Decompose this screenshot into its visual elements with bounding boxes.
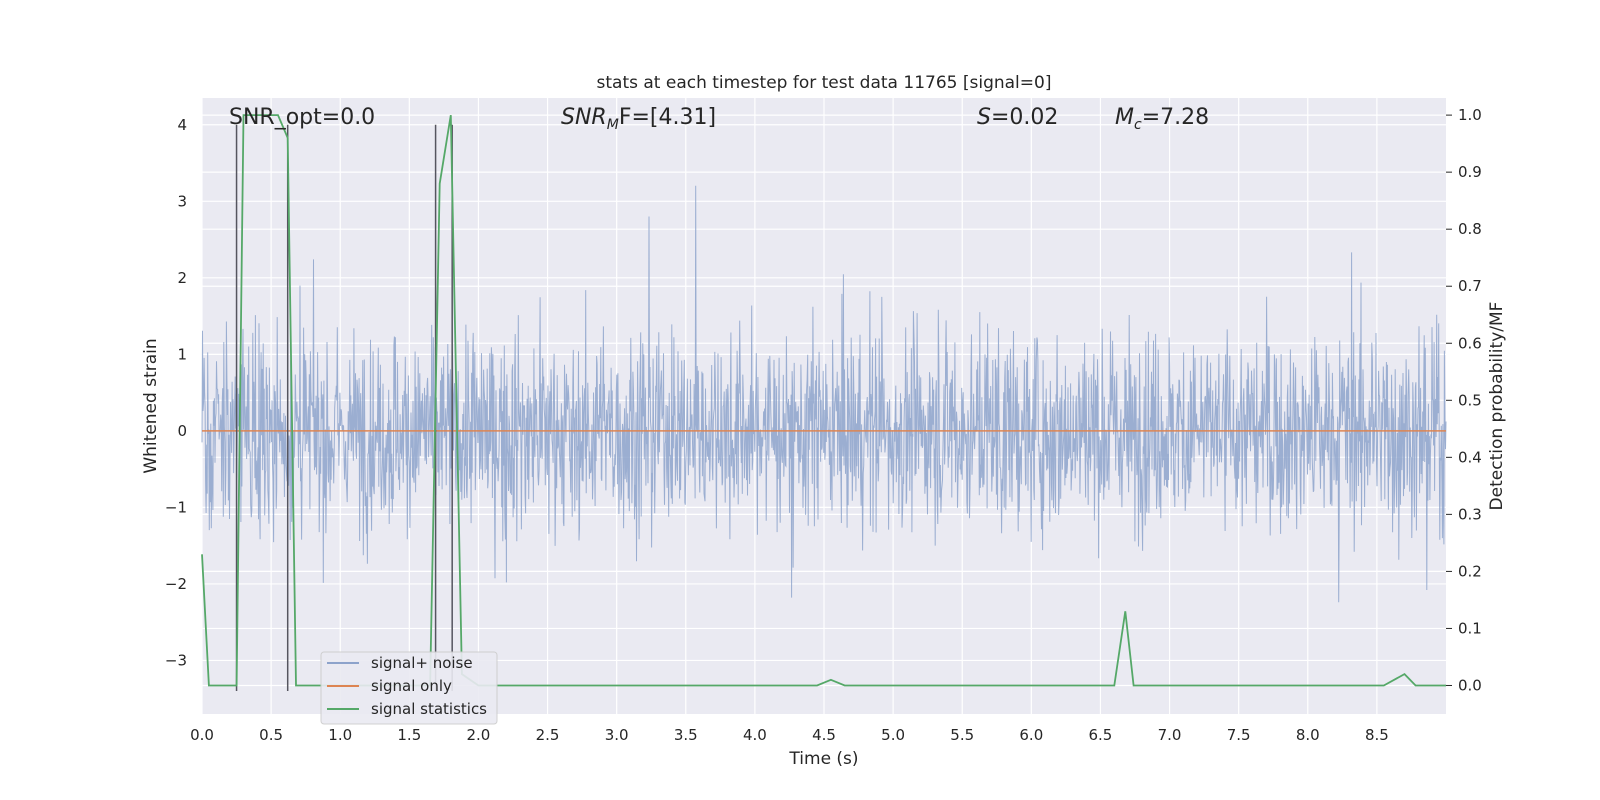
legend-label-signal-statistics: signal statistics <box>371 700 487 718</box>
annotation-s: S=0.02 <box>977 105 1058 130</box>
y-right-tick-label: 0.0 <box>1458 676 1482 694</box>
y-tick-label: −2 <box>165 575 187 593</box>
legend: signal+ noise signal only signal statist… <box>320 651 498 725</box>
y-right-tick-label: 1.0 <box>1458 106 1482 124</box>
x-tick-label: 5.0 <box>881 726 905 744</box>
x-tick-label: 8.5 <box>1365 726 1389 744</box>
x-tick-label: 6.0 <box>1019 726 1043 744</box>
y-right-tick-label: 0.6 <box>1458 334 1482 352</box>
x-tick-label: 6.5 <box>1089 726 1113 744</box>
mc-sub: c <box>1134 117 1142 133</box>
x-tick-label: 1.0 <box>328 726 352 744</box>
y-right-tick-label: 0.5 <box>1458 391 1482 409</box>
y-tick-label: 0 <box>177 422 187 440</box>
y-right-tick-label: 0.8 <box>1458 220 1482 238</box>
snr-mf-base: SNR <box>561 105 607 130</box>
x-tick-label: 7.0 <box>1158 726 1182 744</box>
y-tick-label: 2 <box>177 269 187 287</box>
legend-label-signal-noise: signal+ noise <box>371 654 473 672</box>
y-right-tick-label: 0.2 <box>1458 562 1482 580</box>
y-tick-label: 1 <box>177 345 187 363</box>
annotation-mc: Mc=7.28 <box>1115 105 1209 133</box>
y-right-axis-label: Detection probability/MF <box>1487 302 1507 511</box>
y-axis-label: Whitened strain <box>141 338 161 473</box>
y-tick-label: 3 <box>177 192 187 210</box>
x-tick-label: 1.5 <box>397 726 421 744</box>
x-tick-label: 0.0 <box>190 726 214 744</box>
y-right-tick-label: 0.3 <box>1458 505 1482 523</box>
x-tick-label: 2.0 <box>467 726 491 744</box>
snr-mf-rest: F=[4.31] <box>619 105 716 130</box>
y-right-tick-label: 0.1 <box>1458 619 1482 637</box>
x-tick-labels: 0.0 0.5 1.0 1.5 2.0 2.5 3.0 3.5 4.0 4.5 5.0 5.5 6.0 6… <box>190 726 1389 744</box>
chart-title: stats at each timestep for test data 117… <box>597 73 1052 93</box>
annotation-snr-mf: SNRMF=[4.31] <box>561 105 716 133</box>
y-right-tick-label: 0.9 <box>1458 163 1482 181</box>
y-tick-labels: −3 −2 −1 0 1 2 3 4 <box>165 116 187 670</box>
legend-box <box>320 651 498 725</box>
x-tick-label: 3.0 <box>605 726 629 744</box>
y-right-tick-label: 0.4 <box>1458 448 1482 466</box>
x-tick-label: 0.5 <box>259 726 283 744</box>
annotation-snr-opt: SNR_opt=0.0 <box>229 105 375 130</box>
x-tick-label: 4.5 <box>812 726 836 744</box>
x-tick-label: 2.5 <box>536 726 560 744</box>
s-base: S <box>977 105 991 130</box>
legend-label-signal-only: signal only <box>371 677 452 695</box>
x-tick-label: 5.5 <box>950 726 974 744</box>
x-tick-label: 3.5 <box>674 726 698 744</box>
x-tick-label: 7.5 <box>1227 726 1251 744</box>
y-right-tick-label: 0.7 <box>1458 277 1482 295</box>
mc-base: M <box>1115 105 1134 130</box>
y-tick-label: −1 <box>165 498 187 516</box>
x-tick-label: 4.0 <box>743 726 767 744</box>
x-tick-label: 8.0 <box>1296 726 1320 744</box>
y-right-tick-labels: 0.0 0.1 0.2 0.3 0.4 0.5 0.6 0.7 0.8 0.9 1.0 <box>1446 106 1482 694</box>
y-tick-label: 4 <box>177 116 187 134</box>
s-rest: =0.02 <box>991 105 1058 130</box>
snr-mf-sub: M <box>607 117 619 133</box>
mc-rest: =7.28 <box>1142 105 1209 130</box>
y-tick-label: −3 <box>165 651 187 669</box>
x-axis-label: Time (s) <box>788 749 858 769</box>
